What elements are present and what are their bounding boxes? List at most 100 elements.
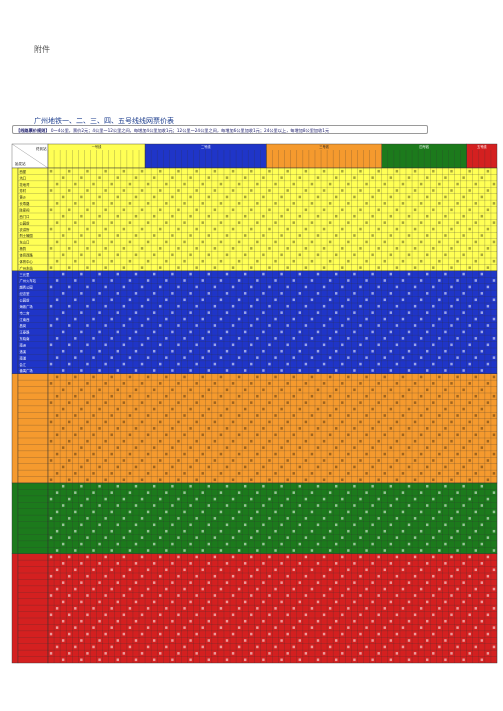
fare-cell	[92, 298, 95, 302]
fare-cell	[413, 459, 417, 462]
fare-cell	[347, 607, 350, 610]
fare-cell	[426, 465, 429, 469]
fare-cell	[468, 227, 471, 231]
fare-cell	[395, 189, 399, 192]
fare-cell	[134, 234, 138, 237]
fare-cell	[438, 356, 441, 359]
fare-cell	[480, 407, 484, 411]
fare-cell	[225, 407, 229, 411]
fare-cell	[347, 549, 350, 552]
fare-cell	[486, 652, 490, 655]
fare-cell	[110, 259, 113, 263]
fare-cell	[298, 465, 302, 469]
fare-cell	[492, 221, 496, 224]
fare-cell	[419, 529, 423, 533]
fare-cell	[468, 536, 471, 539]
fare-cell	[231, 401, 235, 404]
fare-cell	[365, 549, 368, 552]
station-label: 西塱	[20, 169, 27, 174]
fare-cell	[280, 504, 283, 507]
fare-cell	[55, 182, 59, 186]
fare-cell	[286, 517, 289, 520]
fare-cell	[377, 362, 380, 366]
fare-cell	[462, 600, 465, 604]
fare-cell	[371, 369, 374, 372]
fare-cell	[268, 497, 271, 501]
fare-cell	[256, 375, 259, 379]
fare-cell	[462, 349, 465, 353]
fare-cell	[146, 356, 150, 359]
fare-cell	[341, 362, 344, 366]
fare-cell	[456, 607, 459, 610]
fare-cell	[419, 549, 423, 552]
fare-cell	[98, 523, 101, 527]
fare-cell	[104, 362, 107, 366]
fare-cell	[243, 446, 247, 449]
fare-cell	[492, 452, 496, 456]
fare-cell	[213, 266, 217, 269]
fare-cell	[243, 504, 247, 507]
fare-cell	[256, 472, 259, 475]
fare-cell	[377, 227, 380, 231]
station-label: 会江	[20, 362, 27, 367]
fare-cell	[304, 420, 308, 424]
fare-cell	[353, 523, 356, 527]
fare-cell	[183, 356, 186, 359]
fare-cell	[371, 407, 374, 411]
fare-cell	[201, 491, 204, 494]
fare-cell	[159, 439, 162, 443]
fare-cell	[201, 549, 204, 552]
fare-cell	[80, 639, 83, 642]
fare-cell	[347, 202, 350, 205]
fare-cell	[159, 517, 162, 520]
fare-cell	[347, 375, 350, 379]
fare-cell	[159, 652, 162, 655]
fare-cell	[268, 555, 271, 559]
fare-cell	[450, 497, 453, 501]
fare-cell	[49, 208, 53, 212]
fare-cell	[334, 330, 338, 334]
fare-cell	[61, 407, 65, 411]
fare-cell	[438, 298, 441, 302]
fare-cell	[328, 375, 332, 379]
fare-cell	[177, 594, 180, 597]
fare-cell	[104, 208, 107, 212]
fare-cell	[98, 214, 101, 218]
fare-cell	[426, 504, 429, 507]
fare-cell	[286, 420, 289, 424]
fare-cell	[328, 607, 332, 610]
fare-cell	[268, 594, 271, 597]
page-title: 广州地铁一、二、三、四、五号线线网票价表	[34, 117, 174, 125]
fare-cell	[98, 330, 101, 334]
fare-cell	[146, 645, 150, 649]
fare-cell	[225, 484, 229, 488]
fare-cell	[256, 645, 259, 649]
fare-cell	[122, 324, 126, 327]
fare-cell	[55, 221, 59, 224]
fare-cell	[80, 581, 83, 584]
fare-cell	[80, 600, 83, 604]
fare-cell	[49, 227, 53, 231]
fare-cell	[49, 266, 53, 269]
fare-cell	[353, 562, 356, 565]
fare-cell	[468, 574, 471, 578]
fare-cell	[389, 369, 393, 372]
fare-cell	[383, 549, 386, 552]
station-label: 南洲	[20, 343, 27, 348]
fare-cell	[316, 658, 320, 662]
fare-cell	[183, 202, 186, 205]
fare-cell	[165, 221, 168, 224]
fare-cell	[243, 292, 247, 295]
fare-cell	[225, 253, 229, 257]
fare-cell	[426, 176, 429, 179]
station-label: 公园前	[20, 298, 31, 303]
fare-cell	[92, 356, 95, 359]
fare-cell	[468, 189, 471, 192]
fare-cell	[110, 568, 113, 572]
fare-cell	[322, 189, 326, 192]
fare-cell	[353, 427, 356, 430]
fare-cell	[456, 202, 459, 205]
fare-cell	[128, 337, 132, 340]
fare-cell	[243, 195, 247, 199]
fare-cell	[468, 362, 471, 366]
